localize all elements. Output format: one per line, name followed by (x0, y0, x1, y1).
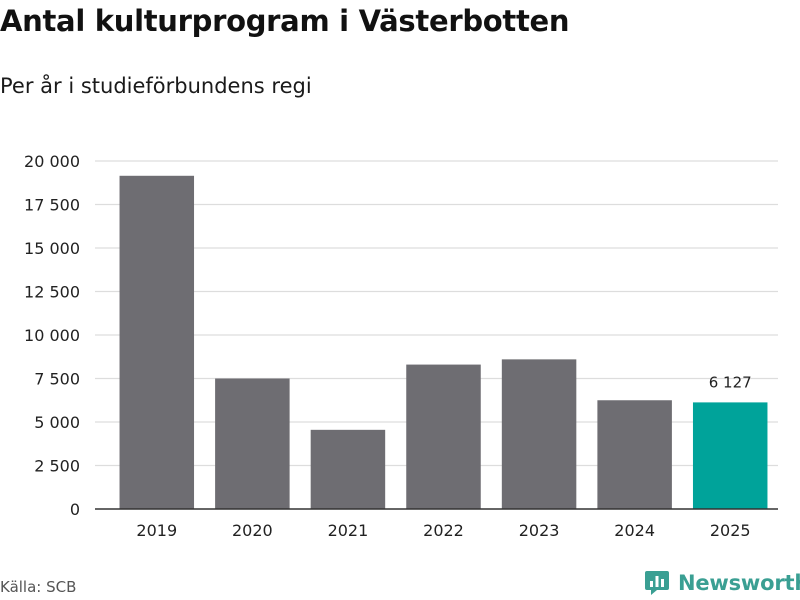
bar-2022 (406, 364, 481, 509)
y-tick-label: 2 500 (34, 457, 80, 476)
y-tick-label: 0 (70, 500, 80, 519)
x-tick-label: 2022 (423, 521, 464, 540)
y-tick-label: 20 000 (24, 152, 80, 171)
x-tick-label: 2021 (328, 521, 369, 540)
newsworthy-logo-icon (645, 571, 669, 595)
x-tick-label: 2024 (614, 521, 655, 540)
y-tick-label: 5 000 (34, 413, 80, 432)
x-tick-label: 2020 (232, 521, 273, 540)
bar-2019 (119, 175, 195, 510)
y-tick-label: 15 000 (24, 239, 80, 258)
bars (119, 175, 768, 510)
brand-name: Newsworthy (678, 571, 800, 595)
bar-2023 (501, 359, 577, 509)
x-tick-label: 2025 (710, 521, 751, 540)
x-tick-label: 2023 (519, 521, 560, 540)
bar-2020 (215, 378, 290, 509)
bar-2025 (692, 402, 768, 509)
y-axis-tick-labels: 0 2 500 5 000 7 500 10 000 12 500 15 000 17 500… (24, 152, 80, 519)
chart-title: Antal kulturprogram i Västerbotten (0, 4, 570, 38)
source-note: Källa: SCB (0, 578, 77, 596)
y-tick-label: 12 500 (24, 283, 80, 302)
bar-2024 (597, 400, 672, 509)
bar-2021 (310, 429, 386, 509)
y-tick-label: 7 500 (34, 370, 80, 389)
chart-subtitle: Per år i studieförbundens regi (0, 74, 312, 98)
data-labels: 6 127 (709, 373, 752, 391)
x-axis-tick-labels: 2019 2020 2021 2022 2023 2024 2025 (136, 521, 750, 540)
data-label: 6 127 (709, 373, 752, 391)
brand-logo: Newsworthy (644, 569, 800, 597)
x-tick-label: 2019 (136, 521, 177, 540)
y-tick-label: 10 000 (24, 326, 80, 345)
y-tick-label: 17 500 (24, 196, 80, 215)
